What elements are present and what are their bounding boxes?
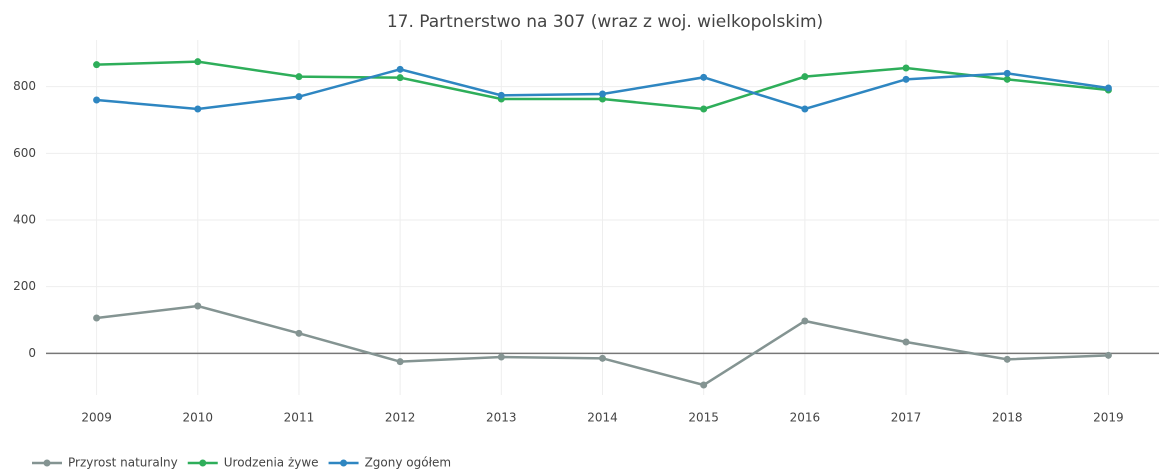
y-tick-label: 200 — [13, 279, 36, 293]
data-point — [599, 354, 606, 362]
legend-marker — [199, 459, 207, 467]
data-point — [194, 105, 202, 113]
data-point — [902, 338, 910, 346]
y-tick-label: 400 — [13, 213, 36, 227]
legend-item: Przyrost naturalny — [32, 456, 178, 470]
y-tick-label: 0 — [28, 346, 36, 360]
x-tick-label: 2011 — [284, 411, 315, 425]
y-tick-label: 600 — [13, 146, 36, 160]
data-point — [902, 64, 910, 72]
chart-title: 17. Partnerstwo na 307 (wraz z woj. wiel… — [387, 12, 823, 32]
legend-label: Zgony ogółem — [365, 456, 451, 470]
data-point — [93, 96, 101, 104]
data-point — [1104, 84, 1112, 92]
data-point — [801, 317, 809, 325]
legend-label: Przyrost naturalny — [68, 456, 178, 470]
data-point — [902, 75, 910, 83]
data-point — [194, 58, 202, 66]
data-point — [1003, 69, 1011, 77]
y-tick-label: 800 — [13, 79, 36, 93]
data-point — [295, 73, 303, 81]
data-point — [1003, 355, 1011, 363]
data-point — [295, 329, 303, 337]
legend-item: Urodzenia żywe — [187, 456, 319, 470]
data-point — [700, 73, 708, 81]
data-point — [700, 105, 708, 113]
data-point — [93, 61, 101, 69]
x-tick-label: 2016 — [790, 411, 821, 425]
data-point — [599, 90, 606, 98]
x-tick-label: 2009 — [81, 411, 112, 425]
data-point — [194, 302, 202, 310]
x-tick-label: 2019 — [1093, 411, 1124, 425]
data-point — [396, 65, 404, 73]
x-tick-label: 2013 — [486, 411, 517, 425]
data-point — [700, 381, 708, 389]
legend-item: Zgony ogółem — [328, 456, 451, 470]
data-point — [497, 91, 505, 99]
data-point — [1104, 351, 1112, 359]
legend-label: Urodzenia żywe — [224, 456, 319, 470]
data-point — [396, 358, 404, 366]
x-tick-label: 2012 — [385, 411, 416, 425]
legend-marker — [43, 459, 51, 467]
data-point — [93, 314, 101, 322]
x-tick-label: 2015 — [688, 411, 719, 425]
data-point — [497, 353, 505, 361]
data-point — [599, 95, 606, 103]
legend-marker — [340, 459, 348, 467]
x-tick-label: 2014 — [587, 411, 618, 425]
x-tick-label: 2018 — [992, 411, 1023, 425]
data-point — [1003, 75, 1011, 83]
data-point — [801, 105, 809, 113]
x-tick-label: 2017 — [891, 411, 922, 425]
data-point — [396, 74, 404, 82]
data-point — [801, 73, 809, 81]
data-point — [295, 93, 303, 101]
x-tick-label: 2010 — [182, 411, 213, 425]
